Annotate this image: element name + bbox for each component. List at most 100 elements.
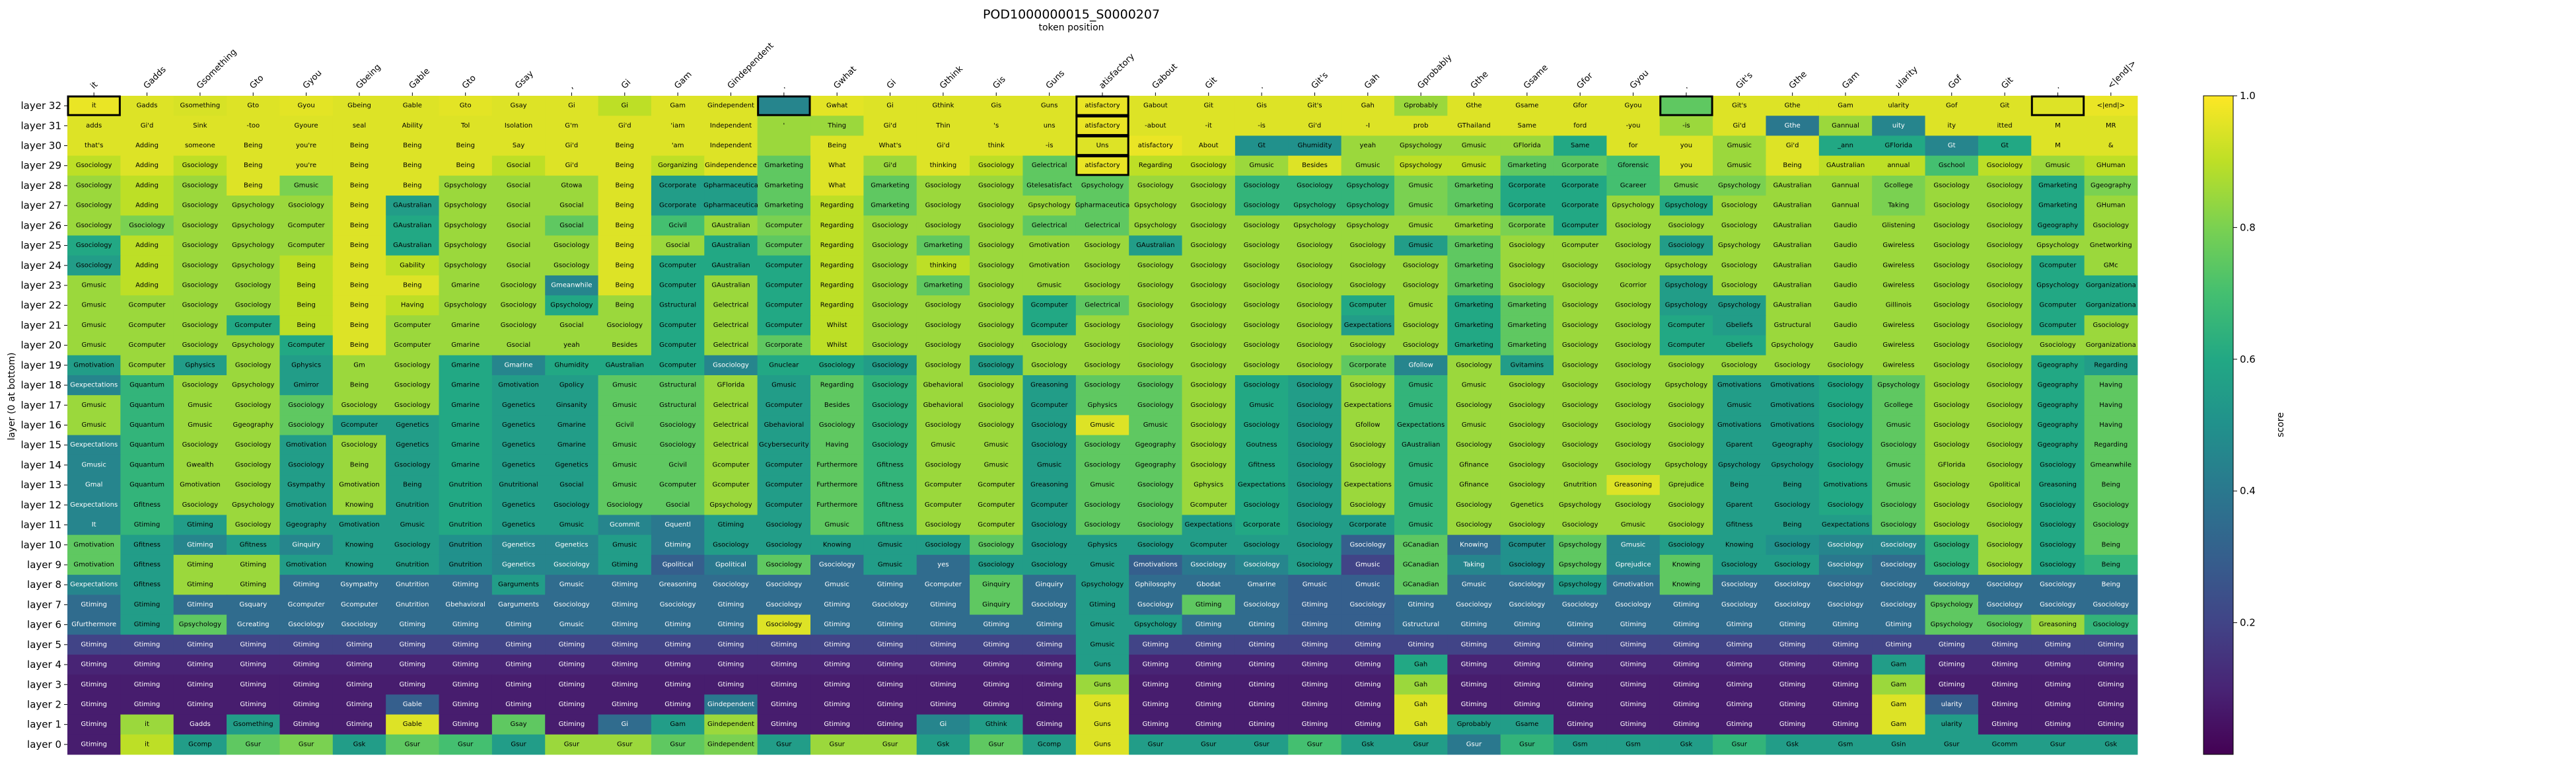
cell-label: Being [403, 282, 421, 289]
cell-label: Gsur [1413, 741, 1429, 748]
cell-label: _ann [1837, 142, 1853, 149]
cell-label: Gsk [2104, 741, 2117, 748]
cell-label: Gsociology [1668, 441, 1705, 449]
cell-label: Gtiming [1196, 701, 1222, 708]
cell-label: Gmusic [1249, 402, 1273, 409]
cell-label: Gi'd [1786, 142, 1799, 149]
cell-label: Greasoning [2039, 482, 2077, 489]
cell-label: Gsociology [1562, 322, 1598, 329]
cell-label: Gsociology [1933, 441, 1970, 449]
heatmap-cell [970, 96, 1023, 116]
cell-label: Regarding [820, 202, 854, 209]
cell-label: Gsociology [1244, 342, 1280, 349]
cell-label: Gsociology [1509, 461, 1546, 468]
cell-label: Gis [1256, 102, 1267, 110]
cell-label: Gsociology [1987, 382, 2023, 389]
cell-label: Gyoure [295, 122, 318, 129]
heatmap-cell [1447, 196, 1501, 216]
cell-label: Gsociology [2040, 541, 2076, 548]
heatmap-cell [1606, 196, 1661, 216]
cell-label: Gsociology [1297, 262, 1333, 269]
cell-label: Gsociology [925, 322, 962, 329]
heatmap-cell [1500, 175, 1554, 196]
cell-label: Gsociology [1190, 441, 1227, 449]
heatmap-cell [1129, 235, 1183, 256]
heatmap-cell [1978, 135, 2032, 157]
heatmap-cell [1234, 215, 1289, 236]
heatmap-cell [1341, 255, 1395, 276]
cell-label: Gsociology [1774, 601, 1810, 608]
cell-label: Gcomputer [129, 302, 166, 309]
cell-label: Being [350, 162, 369, 169]
cell-label: Knowing [1460, 541, 1488, 548]
cell-label: Gam [670, 102, 686, 110]
cell-label: Gmarine [505, 361, 533, 369]
cell-label: Gmusic [82, 461, 106, 468]
cell-label: Regarding [820, 382, 854, 389]
cell-label: Being [350, 222, 369, 229]
cell-label: Gcareer [1620, 182, 1647, 189]
cell-label: Gsociology [1721, 202, 1758, 209]
heatmap-cell [173, 96, 227, 116]
cell-label: Gsociology [1721, 262, 1758, 269]
heatmap-cell [120, 196, 174, 216]
heatmap-cell [1659, 255, 1713, 276]
cell-label: Being [828, 142, 846, 149]
heatmap-cell [1554, 96, 1607, 116]
cell-label: Gtiming [1567, 641, 1593, 648]
heatmap-cell [1713, 255, 1766, 276]
cell-label: Knowing [1725, 541, 1754, 548]
cell-label: Gsociology [1828, 561, 1864, 568]
cell-label: Gsociology [606, 322, 643, 329]
cell-label: Gtiming [1567, 721, 1593, 728]
cell-label: Guns [1094, 701, 1111, 708]
cell-label: Gsociology [978, 342, 1015, 349]
cell-label: Gsur [989, 741, 1005, 748]
cell-label: Gsocial [666, 501, 690, 509]
cell-label: Being [616, 222, 634, 229]
cell-label: Gpsychology [445, 222, 487, 229]
cell-label: Gaudio [1834, 262, 1857, 269]
cell-label: Gtiming [1514, 681, 1540, 688]
cell-label: Gsociology [978, 262, 1015, 269]
cell-label: Gtiming [187, 661, 213, 669]
cell-label: Gsur [511, 741, 526, 748]
cell-label: Gsur [1732, 741, 1748, 748]
heatmap-cell [1394, 175, 1448, 196]
heatmap-cell [1978, 96, 2032, 116]
cell-label: Gtiming [930, 621, 956, 628]
cell-label: Gsociology [288, 402, 324, 409]
heatmap-cell [1713, 196, 1766, 216]
cell-label: Gtiming [1567, 701, 1593, 708]
heatmap-cell [173, 155, 227, 176]
heatmap-cell [1075, 175, 1129, 196]
heatmap-cell [970, 155, 1023, 176]
cell-label: Gcomputer [659, 322, 697, 329]
cell-label: Gmarine [451, 402, 480, 409]
heatmap-cell [1447, 275, 1501, 296]
cell-label: Gtiming [612, 601, 638, 608]
cell-label: that's [85, 142, 103, 149]
heatmap-cell [227, 275, 280, 296]
cell-label: Gadds [137, 102, 158, 110]
cell-label: Ggeography [286, 521, 327, 528]
cell-label: Gmotivations [1824, 482, 1868, 489]
heatmap-cell [1234, 175, 1289, 196]
cell-label: Gsociology [1297, 242, 1333, 249]
heatmap-cell [863, 175, 917, 196]
cell-label: Gsocial [507, 222, 530, 229]
cell-label: Gtiming [1248, 721, 1275, 728]
cell-label: Gam [1891, 661, 1907, 669]
cell-label: Gadds [190, 721, 211, 728]
cell-label: GAustralian [1136, 242, 1174, 249]
cell-label: Gmarketing [1454, 182, 1493, 189]
cell-label: Gsociology [1349, 601, 1386, 608]
cell-label: Gsociology [1987, 162, 2023, 169]
heatmap-cell [1872, 315, 1926, 336]
cell-label: Gsociology [182, 322, 219, 329]
cell-label: Gcomputer [1031, 322, 1069, 329]
x-tick-label: Gindependent [726, 41, 776, 91]
cell-label: Gtiming [1673, 701, 1699, 708]
cell-label: Gsur [458, 741, 474, 748]
cell-label: Gtiming [1461, 621, 1487, 628]
